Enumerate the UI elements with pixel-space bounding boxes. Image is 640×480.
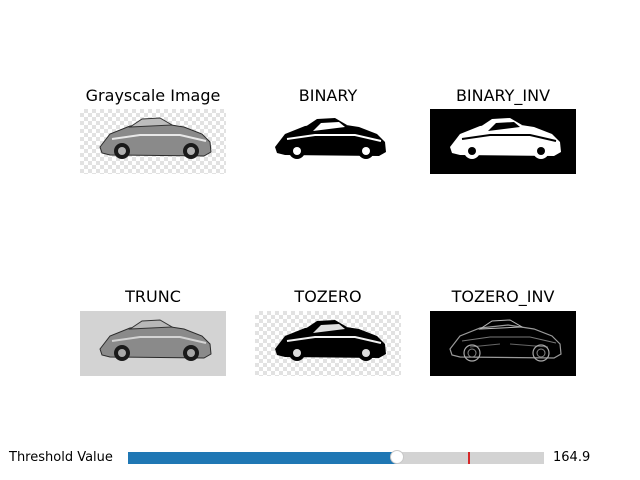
car-image-binary-inv: [430, 109, 576, 174]
car-icon: [99, 319, 212, 361]
panel-title-tozero-inv: TOZERO_INV: [451, 287, 555, 306]
threshold-initial-marker: [467, 452, 470, 464]
car-icon: [275, 320, 386, 361]
car-image-tozero-inv: [430, 311, 576, 376]
threshold-slider-label: Threshold Value: [9, 450, 113, 465]
car-icon: [275, 118, 386, 159]
car-icon: [450, 118, 561, 159]
panel-title-trunc: TRUNC: [125, 287, 181, 306]
car-icon: [99, 117, 212, 159]
panel-title-grayscale: Grayscale Image: [85, 86, 221, 105]
car-icon: [449, 319, 562, 362]
panel-title-tozero: TOZERO: [294, 287, 362, 306]
panel-title-binary-inv: BINARY_INV: [455, 86, 551, 105]
car-image-trunc: [80, 311, 226, 376]
threshold-slider-fill: [128, 452, 397, 464]
car-image-tozero: [255, 311, 401, 376]
panel-title-binary: BINARY: [298, 86, 358, 105]
car-image-grayscale: [80, 109, 226, 174]
threshold-slider-handle[interactable]: [390, 450, 404, 464]
threshold-value-readout: 164.9: [553, 450, 591, 465]
threshold-slider[interactable]: [128, 450, 544, 464]
car-image-binary: [255, 109, 401, 174]
